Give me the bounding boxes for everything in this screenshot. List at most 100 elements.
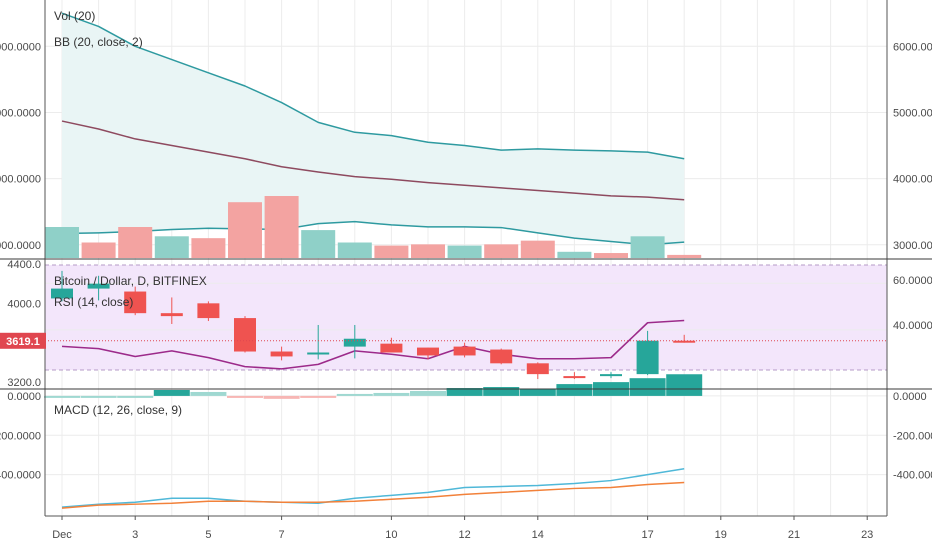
macd-histogram-bar	[519, 389, 556, 396]
volume-bar	[118, 227, 153, 258]
volume-bar	[264, 196, 299, 258]
volume-bar	[374, 245, 409, 258]
candle-down	[234, 318, 256, 352]
candle-down	[160, 313, 183, 317]
y-tick-label-macd-left: -200.0000	[0, 430, 41, 442]
macd-histogram-bar	[483, 387, 520, 396]
x-tick-label: 21	[788, 529, 800, 541]
volume-bar	[520, 240, 555, 258]
bollinger-bands-layer	[61, 12, 685, 246]
volume-bar	[594, 253, 628, 258]
x-tick-label: 3	[132, 529, 138, 541]
last-price-value: 3619.1	[6, 336, 40, 348]
volume-bar	[45, 227, 79, 258]
y-tick-label-rsi: 60.0000	[893, 275, 932, 287]
y-tick-label-macd-left: 0.0000	[7, 391, 41, 403]
legend-macd: MACD (12, 26, close, 9)	[54, 403, 182, 417]
macd-histogram-bar	[300, 395, 337, 398]
x-tick-label: 12	[458, 529, 470, 541]
candle-up	[87, 283, 110, 289]
x-tick-label: 19	[715, 529, 727, 541]
x-tick-label: 7	[279, 529, 285, 541]
volume-bar	[557, 251, 592, 258]
candle-down	[563, 376, 586, 379]
y-tick-label-volume-right: 5000.0000	[893, 107, 932, 119]
volume-bar	[301, 230, 336, 258]
candle-up	[600, 374, 622, 377]
candle-down	[270, 351, 293, 357]
candle-down	[490, 349, 513, 364]
volume-bar	[154, 236, 189, 258]
macd-histogram-bar	[666, 374, 703, 396]
volume-bar	[337, 242, 372, 258]
x-tick-label: 17	[641, 529, 653, 541]
volume-bar	[411, 244, 445, 258]
y-tick-label-price: 3200.0	[7, 377, 41, 389]
y-tick-label-macd-left: -400.0000	[0, 470, 41, 482]
y-tick-label-volume-left: 5000.0000	[0, 107, 41, 119]
candlesticks-layer	[45, 270, 887, 380]
last-price-label-background	[0, 332, 46, 349]
macd-histogram-bar	[446, 388, 483, 396]
macd-histogram-bar	[336, 393, 373, 396]
volume-bar	[191, 238, 226, 258]
legend-bollinger: BB (20, close, 2)	[54, 35, 143, 49]
x-tick-label: Dec	[52, 529, 72, 541]
bollinger-lower-line	[61, 220, 685, 246]
macd-histogram-bar	[629, 378, 666, 396]
macd-histogram-bar	[556, 384, 593, 396]
legend-volume: Vol (20)	[54, 9, 95, 23]
macd-histogram-bar	[190, 391, 227, 396]
macd-layer	[44, 374, 703, 509]
macd-histogram-bar	[153, 390, 190, 396]
candle-down	[453, 346, 476, 356]
candle-down	[380, 343, 403, 353]
candle-down	[197, 303, 220, 319]
y-tick-label-volume-left: 3000.0000	[0, 240, 41, 252]
y-tick-label-macd-right: 0.0000	[893, 391, 927, 403]
macd-histogram-bar	[80, 395, 117, 398]
y-tick-label-volume-left: 4000.0000	[0, 174, 41, 186]
y-tick-label-price: 4000.0	[7, 298, 41, 310]
candle-up	[51, 288, 73, 299]
candle-up	[636, 340, 659, 375]
x-tick-label: 10	[385, 529, 397, 541]
volume-bar	[447, 245, 482, 258]
candle-down	[417, 347, 439, 356]
y-tick-label-macd-right: -400.0000	[893, 470, 932, 482]
volume-bar	[630, 236, 665, 258]
x-tick-label: 23	[861, 529, 873, 541]
volume-bar	[484, 244, 519, 258]
y-tick-label-volume-right: 4000.0000	[893, 174, 932, 186]
volume-bars-layer	[45, 196, 702, 258]
candle-up	[343, 338, 366, 347]
candle-down	[673, 340, 696, 343]
x-tick-label: 5	[205, 529, 211, 541]
bollinger-upper-line	[61, 12, 685, 160]
macd-signal-line	[61, 481, 685, 509]
x-tick-label: 14	[532, 529, 544, 541]
last-price-label: 3619.1	[0, 332, 46, 349]
y-tick-label-volume-right: 6000.0000	[893, 41, 932, 53]
volume-bar	[667, 254, 702, 258]
candle-down	[526, 363, 549, 375]
candle-down	[124, 291, 147, 314]
bollinger-basis-line	[61, 120, 685, 201]
macd-histogram-bar	[117, 395, 154, 398]
legend-rsi: RSI (14, close)	[54, 295, 133, 309]
y-tick-label-volume-right: 3000.0000	[893, 240, 932, 252]
volume-bar	[81, 242, 116, 258]
macd-histogram-bar	[227, 395, 263, 398]
macd-histogram-bar	[263, 395, 300, 399]
y-tick-label-price: 4400.0	[7, 259, 41, 271]
bollinger-band-fill	[62, 13, 685, 245]
y-tick-label-volume-left: 6000.0000	[0, 41, 41, 53]
y-tick-label-rsi: 40.0000	[893, 320, 932, 332]
y-tick-label-macd-right: -200.0000	[893, 430, 932, 442]
macd-line	[61, 468, 685, 508]
candle-up	[307, 352, 330, 355]
rsi-line	[61, 319, 685, 370]
volume-bar	[228, 202, 262, 258]
